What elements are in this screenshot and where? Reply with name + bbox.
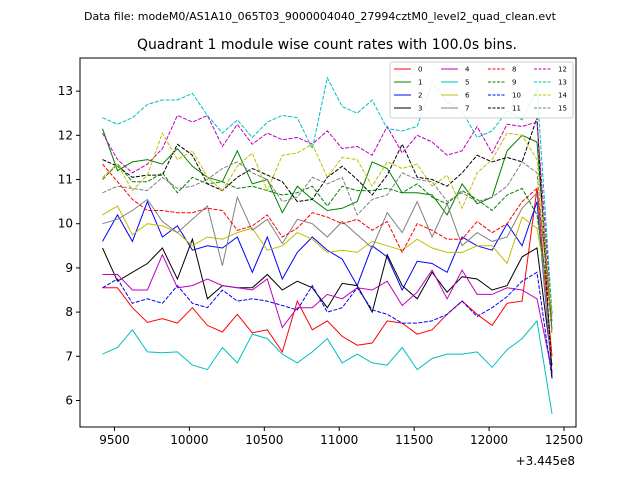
- legend-box: [389, 61, 574, 119]
- series-line-3: [102, 237, 553, 366]
- legend-label-14: 14: [558, 92, 567, 100]
- x-offset-label: +3.445e8: [516, 454, 575, 468]
- x-tick-label: 12000: [470, 433, 508, 447]
- legend-label-9: 9: [512, 79, 516, 87]
- x-tick-label: 9500: [99, 433, 130, 447]
- series-line-9: [102, 163, 553, 321]
- series-layer: [102, 76, 553, 414]
- legend-label-5: 5: [465, 79, 469, 87]
- x-tick-label: 11000: [320, 433, 358, 447]
- legend-label-11: 11: [512, 105, 521, 113]
- legend-label-1: 1: [418, 79, 422, 87]
- series-line-0: [102, 188, 553, 357]
- series-line-11: [102, 117, 553, 379]
- y-tick-label: 9: [65, 261, 73, 275]
- series-line-12: [102, 114, 553, 317]
- series-line-6: [102, 205, 553, 313]
- y-tick-label: 10: [58, 217, 73, 231]
- legend-label-2: 2: [418, 92, 422, 100]
- y-axis: 6 7 8 9 10 11 12 13: [58, 84, 80, 407]
- x-tick-label: 12500: [545, 433, 583, 447]
- x-tick-label: 10500: [245, 433, 283, 447]
- legend-label-12: 12: [558, 66, 567, 74]
- suptitle: Data file: modeM0/AS1A10_065T03_90000040…: [84, 10, 557, 23]
- legend-label-13: 13: [558, 79, 567, 87]
- series-line-8: [102, 163, 553, 315]
- legend-label-6: 6: [465, 92, 470, 100]
- legend-label-0: 0: [418, 66, 422, 74]
- y-tick-label: 12: [58, 128, 73, 142]
- legend-label-10: 10: [512, 92, 521, 100]
- x-axis: 9500 10000 10500 11000 11500 12000 12500: [99, 427, 583, 447]
- series-line-1: [102, 128, 553, 330]
- chart-title: Quadrant 1 module wise count rates with …: [137, 37, 517, 53]
- y-tick-label: 8: [65, 305, 73, 319]
- series-line-13: [102, 76, 553, 313]
- x-tick-label: 11500: [395, 433, 433, 447]
- y-tick-label: 11: [58, 173, 73, 187]
- legend-label-4: 4: [465, 66, 470, 74]
- legend-label-8: 8: [512, 66, 516, 74]
- legend-label-7: 7: [465, 105, 469, 113]
- series-line-7: [102, 191, 553, 379]
- series-line-14: [102, 131, 553, 317]
- legend-label-3: 3: [418, 105, 422, 113]
- y-tick-label: 6: [65, 393, 73, 407]
- series-line-5: [102, 319, 553, 414]
- y-tick-label: 7: [65, 349, 73, 363]
- plot-frame: [79, 57, 577, 428]
- legend-label-15: 15: [558, 105, 567, 113]
- series-line-10: [102, 271, 553, 379]
- x-tick-label: 10000: [170, 433, 208, 447]
- series-line-15: [102, 161, 553, 335]
- y-tick-label: 13: [58, 84, 73, 98]
- series-line-4: [102, 253, 553, 372]
